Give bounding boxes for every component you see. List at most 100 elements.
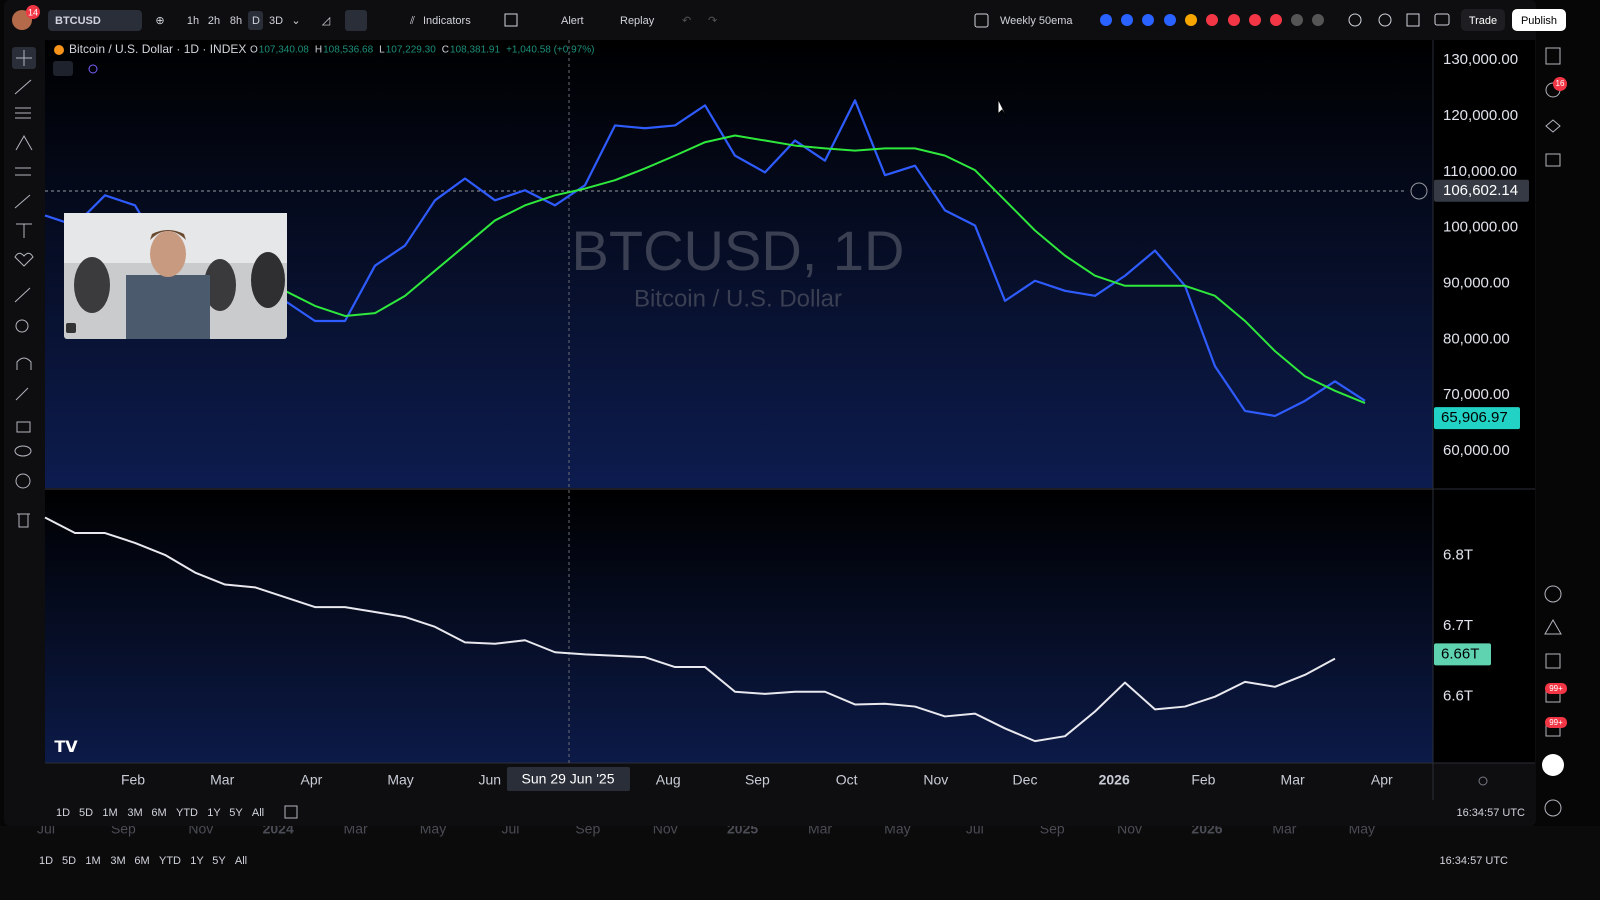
series-line [44,516,1336,743]
date-range-icon[interactable] [284,805,298,819]
range-button[interactable]: YTD [176,807,198,819]
range-button[interactable]: 3M [127,807,142,819]
y-tick-label: 6.7T [1443,617,1473,634]
sidebar-badge-count: 99+ [1549,718,1563,727]
symbol-search[interactable] [48,10,142,31]
compare-icon[interactable]: ⊕ [155,15,164,27]
range-button[interactable]: 1D [56,807,70,819]
y-tick-label: 70,000.00 [1443,386,1510,403]
tool-ruler[interactable] [14,287,31,303]
background-range-button[interactable]: YTD [159,855,181,867]
layout-icon[interactable] [974,13,989,28]
trade-button[interactable] [1461,9,1505,31]
tool-hide[interactable] [14,445,32,457]
range-button[interactable]: 5Y [229,807,243,819]
watermark-symbol: BTCUSD, 1D [572,219,905,282]
layout-name[interactable]: Weekly 50ema [1000,15,1073,27]
publish-button[interactable] [1512,9,1566,31]
fullscreen[interactable] [1406,13,1420,27]
range-button[interactable]: All [252,807,264,819]
indicators-button[interactable]: Indicators [423,15,471,27]
x-tick-label: Mar [1281,772,1305,788]
apps[interactable] [1542,754,1564,776]
search[interactable] [1348,13,1362,27]
background-range-button[interactable]: 6M [134,855,149,867]
screener[interactable] [1544,618,1562,635]
x-tick-label: Nov [923,772,948,788]
tool-forecast[interactable] [15,167,31,176]
watchlist[interactable] [1545,47,1561,65]
range-button[interactable]: 5D [79,807,93,819]
background-range-button[interactable]: 5Y [212,855,226,867]
background-range-button[interactable]: 1D [39,855,53,867]
snapshot[interactable] [1434,13,1450,26]
background-range-button[interactable]: All [235,855,247,867]
background-range-button[interactable]: 5D [62,855,76,867]
background-range-button[interactable]: 3M [110,855,125,867]
replay-button[interactable]: Replay [620,15,655,27]
chart-type[interactable]: ◿ [322,15,331,27]
tool-lock-draw[interactable] [15,387,29,401]
tool-lock[interactable] [16,421,31,433]
last-value-label: 65,906.97 [1441,409,1508,426]
series-line [284,134,1366,405]
candle-type[interactable] [345,10,367,31]
background-range-button[interactable]: 1Y [190,855,204,867]
tool-zoom[interactable] [15,319,29,333]
tool-pattern[interactable] [15,134,33,151]
axes: 60,000.00 70,000.00 80,000.00 90,000.00 100,… [121,51,1529,791]
x-tick-label: May [387,772,413,788]
last-value-label: 6.66T [1441,645,1479,662]
symbol: BTCUSD [55,15,101,27]
tool-fib[interactable] [15,107,31,119]
undo[interactable]: ↶ [682,15,691,27]
redo[interactable]: ↷ [708,15,717,27]
interval[interactable]: 8h [230,15,242,27]
sidebar-badge [1553,77,1567,91]
range-button[interactable]: 1Y [207,807,221,819]
data-window[interactable] [1545,119,1561,133]
trade-label: Trade [1469,15,1497,27]
background-range-button[interactable]: 1M [85,855,100,867]
legend-collapse[interactable] [53,61,73,76]
last-value-box [1434,407,1520,430]
axis-settings[interactable] [1478,776,1488,786]
webcam-overlay [64,213,287,339]
ideas[interactable] [1544,585,1562,603]
right-sidebar [1542,47,1564,817]
ohlc-key: O [250,45,258,56]
chats[interactable] [1545,153,1561,167]
crosshair-value-label: 106,602.14 [1443,182,1518,199]
top-toolbar: 14 BTCUSD ⊕ 1h 2h 8h D 3D ⌄ ◿ ⫽ Indicato… [12,5,1566,31]
alert-button[interactable]: Alert [561,15,584,27]
y-tick-label: 60,000.00 [1443,442,1510,459]
range-button[interactable]: 1M [102,807,117,819]
tool-cross[interactable] [16,50,32,66]
crosshair-time-box [507,767,630,791]
tool-magnet[interactable] [16,357,32,370]
tool-trend[interactable] [14,79,32,95]
dropdown[interactable]: ⌄ [291,15,300,27]
x-tick-label: 2026 [1099,772,1130,788]
tool-tree[interactable] [15,473,31,489]
symbol-logo [54,45,64,55]
calendar[interactable] [1545,653,1561,669]
ohlc-value: 107,340.08 [259,45,309,56]
interval[interactable]: D [252,15,260,27]
x-tick-label: Jun [479,772,502,788]
tool-text[interactable] [16,223,32,238]
templates[interactable] [504,13,518,27]
help[interactable] [1544,799,1562,817]
tool-icon[interactable] [14,252,34,267]
tool-trash[interactable] [17,513,30,528]
interval[interactable]: 2h [208,15,220,27]
interval[interactable]: 1h [187,15,199,27]
range-button[interactable]: 6M [151,807,166,819]
interval[interactable]: 3D [269,15,283,27]
settings[interactable] [1378,13,1392,27]
crosshair-plus[interactable] [1410,182,1428,200]
range-bar: 1D 5D 1M 3M 6M YTD 1Y 5Y All 16:34:57 UTC [56,805,1525,819]
x-tick-label: Oct [836,772,858,788]
tool-brush[interactable] [14,194,31,209]
